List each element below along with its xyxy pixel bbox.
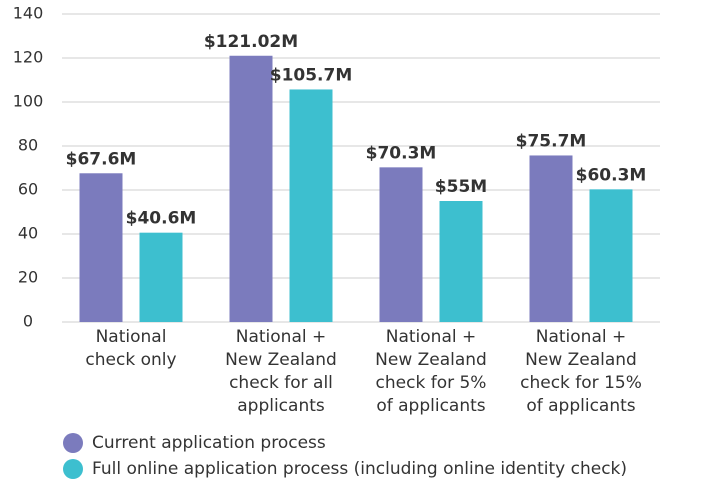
y-tick-label: 20 — [18, 268, 38, 287]
legend-marker — [63, 433, 83, 453]
value-label: $75.7M — [516, 131, 587, 151]
y-tick-label: 40 — [18, 224, 38, 243]
y-tick-label: 100 — [13, 92, 44, 111]
value-label: $105.7M — [270, 65, 353, 85]
x-tick-label: National + — [236, 327, 327, 347]
bar — [529, 155, 573, 322]
bar — [139, 232, 183, 322]
bar — [379, 167, 423, 322]
x-tick-label: National — [96, 327, 167, 347]
x-tick-label: New Zealand — [225, 350, 337, 370]
value-label: $60.3M — [576, 165, 647, 185]
value-label: $40.6M — [126, 209, 197, 229]
legend-label: Current application process — [92, 433, 326, 453]
x-tick-label: check only — [85, 350, 176, 370]
bar — [589, 189, 633, 322]
bar — [229, 55, 273, 322]
x-tick-label: of applicants — [376, 396, 485, 416]
y-tick-label: 0 — [23, 312, 33, 331]
bar — [439, 201, 483, 322]
value-label: $67.6M — [66, 149, 137, 169]
x-tick-label: applicants — [237, 396, 325, 416]
value-label: $70.3M — [366, 143, 437, 163]
legend-label: Full online application process (includi… — [92, 459, 627, 479]
y-tick-label: 120 — [13, 48, 44, 67]
x-tick-label: National + — [386, 327, 477, 347]
x-tick-label: check for 5% — [376, 373, 487, 393]
value-label: $121.02M — [204, 32, 298, 52]
value-label: $55M — [435, 177, 487, 197]
y-tick-label: 140 — [13, 4, 44, 23]
x-tick-label: New Zealand — [525, 350, 637, 370]
x-tick-label: check for 15% — [520, 373, 642, 393]
y-tick-label: 60 — [18, 180, 38, 199]
bar — [289, 89, 333, 323]
bar — [79, 173, 123, 322]
legend-marker — [63, 459, 83, 479]
x-tick-label: National + — [536, 327, 627, 347]
x-tick-label: New Zealand — [375, 350, 487, 370]
x-tick-label: of applicants — [526, 396, 635, 416]
y-tick-label: 80 — [18, 136, 38, 155]
x-tick-label: check for all — [229, 373, 333, 393]
